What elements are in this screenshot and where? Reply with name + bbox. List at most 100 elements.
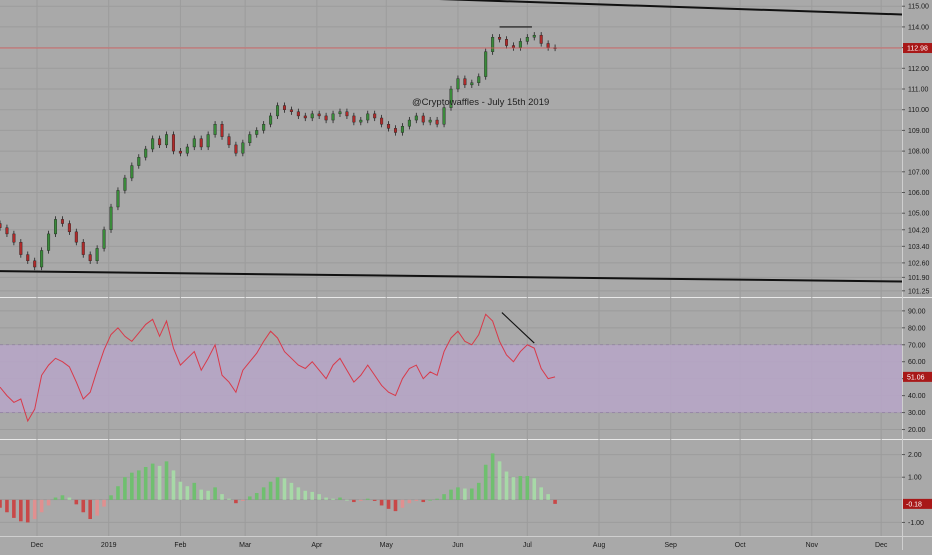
candle-body xyxy=(442,107,446,125)
histogram-bar xyxy=(275,477,280,500)
candle-body xyxy=(144,148,148,158)
histogram-bar xyxy=(0,499,2,508)
candle-body xyxy=(456,78,460,90)
histogram-bar xyxy=(46,499,51,506)
candle-body xyxy=(317,113,321,117)
histogram-bar xyxy=(178,481,183,500)
y-tick-label: 107.00 xyxy=(908,169,930,176)
histogram-bar xyxy=(421,499,426,503)
candle-body xyxy=(269,115,273,125)
histogram-bar xyxy=(303,490,308,500)
candle-body xyxy=(178,150,182,154)
candle-body xyxy=(310,113,314,119)
y-tick-label: 101.90 xyxy=(908,275,930,282)
histogram-bar xyxy=(539,487,543,500)
candle-body xyxy=(206,134,210,148)
candle-body xyxy=(428,119,432,123)
last-price-label: 112.98 xyxy=(907,46,928,53)
y-tick-label: 109.00 xyxy=(908,128,930,135)
x-tick-label: Jun xyxy=(452,542,463,549)
candle-body xyxy=(525,37,529,42)
histogram-bar xyxy=(282,478,287,500)
y-tick-label: 30.00 xyxy=(908,410,926,417)
rsi-line xyxy=(0,313,556,423)
candle-body xyxy=(199,138,203,148)
candle-body xyxy=(296,111,300,117)
histogram-bar xyxy=(206,490,210,500)
histogram-bar xyxy=(5,499,9,513)
candle-body xyxy=(60,219,64,224)
histogram-bar xyxy=(32,499,37,520)
candle-body xyxy=(241,142,245,154)
histogram-bar xyxy=(400,499,405,508)
histogram-bar xyxy=(247,496,252,500)
candle-body xyxy=(387,123,391,129)
candle-body xyxy=(532,34,536,38)
candle-body xyxy=(192,138,196,148)
y-tick-label: 111.00 xyxy=(908,87,928,94)
candle-body xyxy=(116,190,120,208)
y-tick-label: 106.00 xyxy=(908,190,930,197)
histogram-bar xyxy=(511,477,516,500)
y-tick-label: 20.00 xyxy=(908,427,926,434)
histogram-bar xyxy=(241,499,245,501)
histogram-bar xyxy=(12,499,16,518)
candle-body xyxy=(289,109,293,112)
candle-body xyxy=(373,113,377,119)
candle-body xyxy=(227,136,231,146)
histogram-bar xyxy=(393,499,398,512)
candle-body xyxy=(276,105,280,117)
last-price-label-bg xyxy=(903,43,932,54)
histogram-bar xyxy=(449,489,453,500)
histogram-bar xyxy=(171,470,176,500)
candle-body xyxy=(47,233,51,251)
candle-body xyxy=(539,34,543,44)
watermark: @Cryptowaffles - July 15th 2019 xyxy=(412,97,550,108)
histogram-bar xyxy=(435,498,439,500)
histogram-bar xyxy=(428,499,432,501)
histogram-bar xyxy=(338,497,342,500)
candle-body xyxy=(88,254,92,262)
histogram-bar xyxy=(67,497,72,500)
candle-body xyxy=(505,39,509,46)
candle-body xyxy=(359,119,363,123)
candle-body xyxy=(255,130,259,135)
histogram-bar xyxy=(88,499,92,520)
candle-body xyxy=(407,119,411,127)
y-tick-label: 60.00 xyxy=(908,359,926,366)
y-tick-label: 103.40 xyxy=(908,244,930,251)
histogram-bar xyxy=(518,476,523,500)
y-tick-label: 115.00 xyxy=(908,4,929,11)
histogram-bar xyxy=(456,487,460,500)
histogram-bar xyxy=(123,477,127,500)
histogram-bar xyxy=(157,465,162,500)
histogram-bar xyxy=(261,487,266,500)
candle-body xyxy=(345,111,349,117)
histogram-bar xyxy=(345,499,349,501)
histogram-bar xyxy=(25,499,30,523)
candle-body xyxy=(151,138,155,150)
candle-body xyxy=(130,165,134,179)
histogram-bar xyxy=(19,499,23,522)
x-tick-label: Aug xyxy=(593,542,606,549)
x-tick-label: Nov xyxy=(806,542,819,549)
histogram-bar xyxy=(532,478,537,500)
histogram-bar xyxy=(234,499,238,504)
histogram-bar xyxy=(199,489,204,500)
candle-body xyxy=(213,123,217,135)
candle-body xyxy=(421,115,425,123)
rsi-band xyxy=(0,344,902,413)
histogram-bar xyxy=(220,494,224,500)
candle-body xyxy=(262,123,266,131)
histogram-bar xyxy=(74,499,79,505)
candle-body xyxy=(463,78,467,86)
histogram-bar xyxy=(352,499,356,503)
candle-body xyxy=(324,115,328,121)
candle-body xyxy=(33,260,37,268)
histogram-bar xyxy=(60,495,65,500)
candle-body xyxy=(12,233,16,243)
histogram-bar xyxy=(504,471,509,500)
